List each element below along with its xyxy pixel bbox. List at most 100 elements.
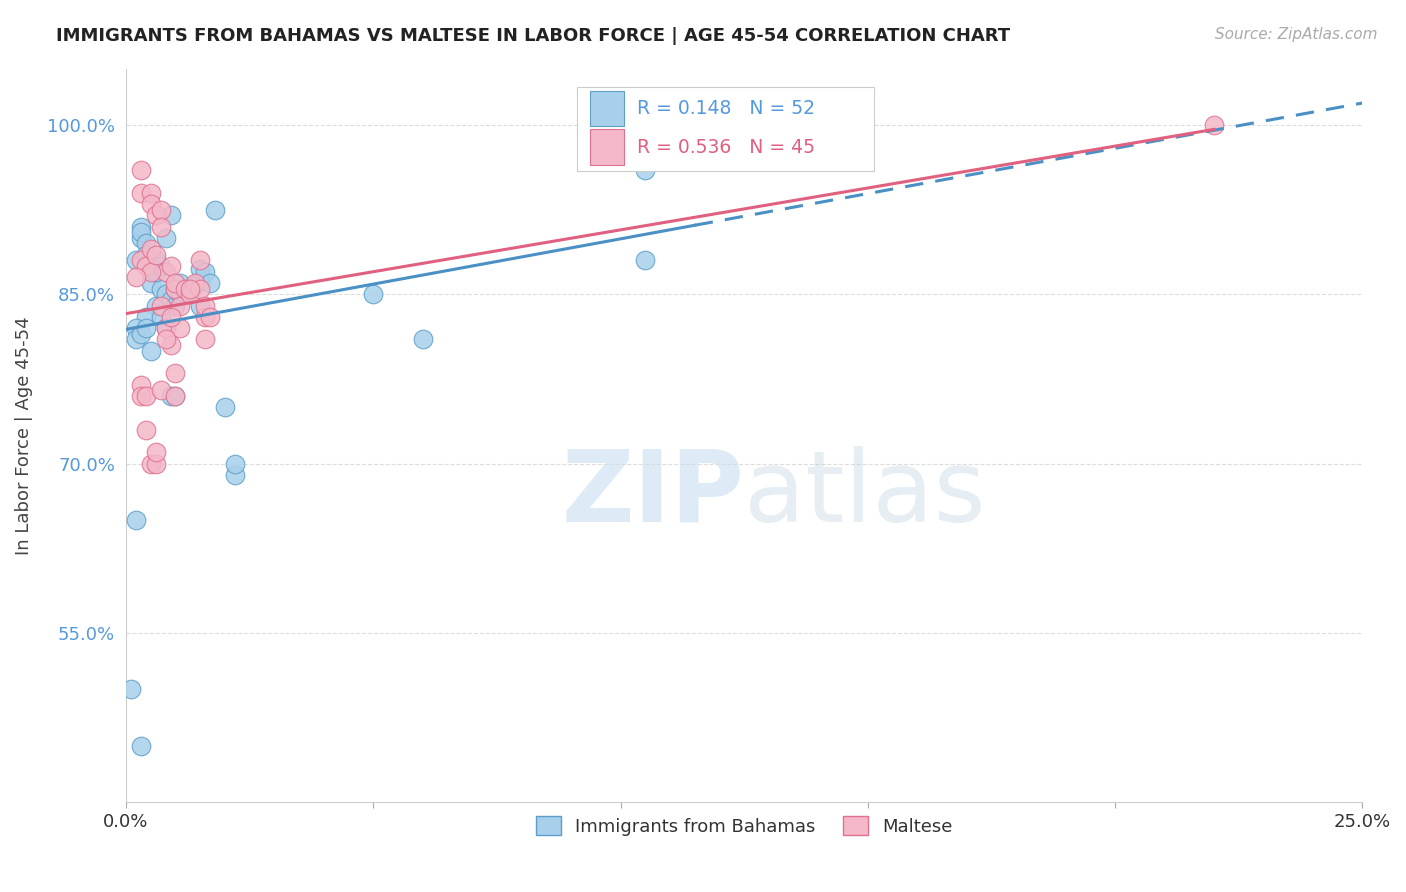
Point: [155, 321, 177, 335]
Point: [184, 278, 207, 293]
Point: [139, 197, 162, 211]
Point: [139, 457, 162, 471]
Point: [155, 231, 177, 245]
Point: [129, 231, 152, 245]
Point: [165, 389, 187, 403]
Point: [194, 310, 217, 324]
Point: [139, 186, 162, 200]
Point: [224, 457, 246, 471]
Point: [139, 265, 162, 279]
Point: [155, 321, 177, 335]
Point: [135, 310, 157, 324]
Point: [135, 389, 157, 403]
Point: [634, 163, 657, 178]
Point: [135, 248, 157, 262]
Point: [179, 282, 201, 296]
Point: [139, 242, 162, 256]
Point: [145, 208, 167, 222]
Point: [188, 274, 211, 288]
Point: [159, 310, 181, 324]
Point: [634, 253, 657, 268]
Point: [155, 287, 177, 301]
Point: [129, 186, 152, 200]
Point: [129, 739, 152, 753]
Point: [139, 259, 162, 273]
Point: [165, 282, 187, 296]
Point: [149, 219, 172, 234]
Point: [155, 265, 177, 279]
Point: [198, 276, 221, 290]
Text: R = 0.536   N = 45: R = 0.536 N = 45: [637, 137, 814, 156]
FancyBboxPatch shape: [578, 87, 875, 171]
Point: [188, 253, 211, 268]
Point: [129, 163, 152, 178]
Point: [214, 400, 236, 414]
Point: [169, 321, 191, 335]
Bar: [589, 91, 624, 127]
Point: [135, 236, 157, 251]
Bar: [589, 129, 624, 165]
Text: R = 0.148   N = 52: R = 0.148 N = 52: [637, 99, 814, 119]
Text: Source: ZipAtlas.com: Source: ZipAtlas.com: [1215, 27, 1378, 42]
Point: [159, 208, 181, 222]
Point: [145, 265, 167, 279]
Point: [204, 202, 226, 217]
Point: [155, 333, 177, 347]
Point: [165, 282, 187, 296]
Point: [188, 262, 211, 277]
Point: [129, 377, 152, 392]
Text: ZIP: ZIP: [561, 446, 744, 542]
Point: [165, 299, 187, 313]
Point: [194, 265, 217, 279]
Point: [165, 276, 187, 290]
Point: [145, 299, 167, 313]
Point: [194, 299, 217, 313]
Point: [145, 253, 167, 268]
Point: [135, 423, 157, 437]
Point: [165, 367, 187, 381]
Point: [159, 338, 181, 352]
Point: [129, 219, 152, 234]
Point: [188, 282, 211, 296]
Point: [159, 293, 181, 307]
Text: atlas: atlas: [744, 446, 986, 542]
Point: [165, 389, 187, 403]
Point: [125, 270, 148, 285]
Point: [184, 276, 207, 290]
Point: [129, 326, 152, 341]
Point: [188, 299, 211, 313]
Point: [169, 287, 191, 301]
Point: [125, 253, 148, 268]
Legend: Immigrants from Bahamas, Maltese: Immigrants from Bahamas, Maltese: [527, 807, 962, 845]
Point: [145, 445, 167, 459]
Point: [159, 389, 181, 403]
Point: [149, 282, 172, 296]
Point: [179, 282, 201, 296]
Point: [125, 333, 148, 347]
Text: IMMIGRANTS FROM BAHAMAS VS MALTESE IN LABOR FORCE | AGE 45-54 CORRELATION CHART: IMMIGRANTS FROM BAHAMAS VS MALTESE IN LA…: [56, 27, 1011, 45]
Point: [139, 265, 162, 279]
Point: [159, 259, 181, 273]
Point: [135, 321, 157, 335]
Point: [120, 682, 142, 697]
Point: [139, 343, 162, 358]
Point: [224, 467, 246, 482]
Point: [149, 383, 172, 397]
Point: [179, 287, 201, 301]
Point: [174, 282, 197, 296]
Point: [149, 310, 172, 324]
Point: [135, 259, 157, 273]
Point: [149, 202, 172, 217]
Point: [194, 333, 217, 347]
Point: [149, 259, 172, 273]
Point: [198, 310, 221, 324]
Y-axis label: In Labor Force | Age 45-54: In Labor Force | Age 45-54: [15, 316, 32, 555]
Point: [361, 287, 384, 301]
Point: [169, 276, 191, 290]
Point: [145, 457, 167, 471]
Point: [125, 321, 148, 335]
Point: [139, 276, 162, 290]
Point: [125, 513, 148, 527]
Point: [412, 333, 434, 347]
Point: [1202, 118, 1225, 132]
